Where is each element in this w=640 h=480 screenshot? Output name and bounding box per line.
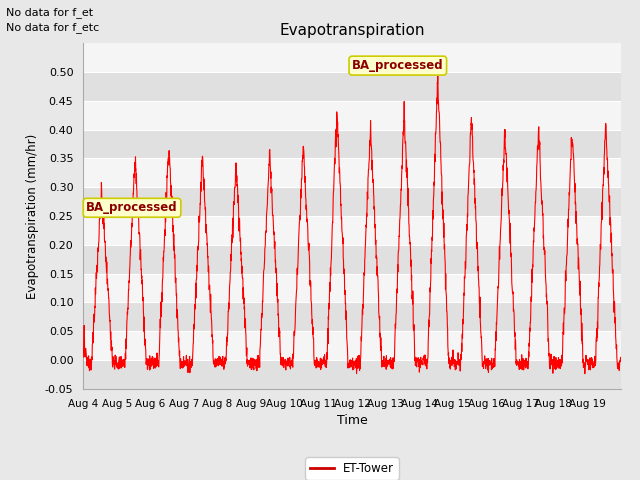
Bar <box>83 216 621 245</box>
Legend: ET-Tower: ET-Tower <box>305 457 399 480</box>
Bar <box>83 360 621 389</box>
Bar <box>83 130 621 158</box>
Text: No data for f_etc: No data for f_etc <box>6 22 100 33</box>
Bar <box>83 302 621 331</box>
Bar <box>83 101 621 130</box>
Y-axis label: Evapotranspiration (mm/hr): Evapotranspiration (mm/hr) <box>26 133 39 299</box>
Bar <box>83 72 621 101</box>
Bar <box>83 187 621 216</box>
Title: Evapotranspiration: Evapotranspiration <box>279 23 425 38</box>
Bar <box>83 158 621 187</box>
Text: BA_processed: BA_processed <box>86 201 178 214</box>
X-axis label: Time: Time <box>337 414 367 427</box>
Text: No data for f_et: No data for f_et <box>6 7 93 18</box>
Text: BA_processed: BA_processed <box>352 59 444 72</box>
Bar <box>83 274 621 302</box>
Bar <box>83 331 621 360</box>
Bar <box>83 245 621 274</box>
